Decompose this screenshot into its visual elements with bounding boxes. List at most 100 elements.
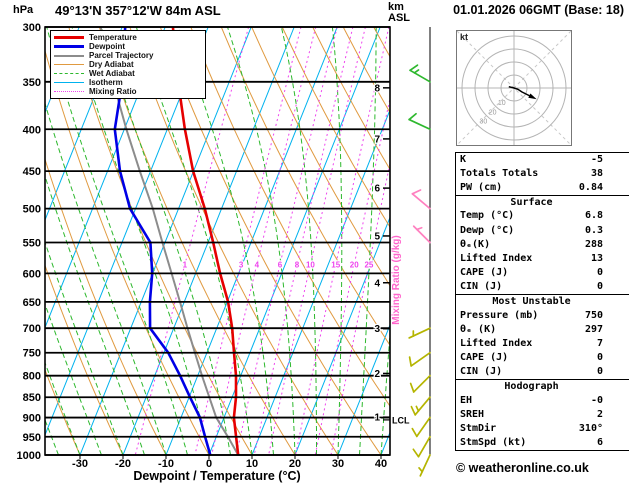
svg-text:8: 8 bbox=[374, 83, 380, 94]
dewpoint-line-swatch bbox=[54, 45, 84, 48]
svg-text:LCL: LCL bbox=[392, 415, 410, 425]
stat-label: θₑ (K) bbox=[460, 323, 497, 335]
stat-label: StmSpd (kt) bbox=[460, 437, 527, 449]
wet-adiabat-line-swatch bbox=[54, 73, 84, 74]
svg-text:30: 30 bbox=[332, 458, 344, 470]
altitude-unit-asl: ASL bbox=[388, 12, 410, 24]
stat-row-surface-cin: CIN (J) 0 bbox=[456, 280, 629, 294]
svg-text:3: 3 bbox=[239, 260, 244, 269]
stat-row-stmdir: StmDir 310° bbox=[456, 422, 629, 436]
stat-label: CIN (J) bbox=[460, 281, 503, 293]
stat-row-surface-dewp: Dewp (°C) 0.3 bbox=[456, 223, 629, 237]
svg-text:800: 800 bbox=[23, 371, 41, 383]
svg-text:10: 10 bbox=[498, 100, 506, 107]
svg-text:20: 20 bbox=[350, 260, 359, 269]
section-header-most-unstable: Most Unstable bbox=[456, 293, 629, 308]
svg-text:30: 30 bbox=[480, 119, 488, 126]
legend-label: Wet Adiabat bbox=[89, 69, 135, 78]
stat-row-surface-cape: CAPE (J) 0 bbox=[456, 266, 629, 280]
legend-item-temperature: Temperature bbox=[54, 33, 202, 42]
stat-row-mu-lifted-index: Lifted Index 7 bbox=[456, 336, 629, 350]
stat-label: EH bbox=[460, 394, 473, 406]
stat-row-k: K -5 bbox=[456, 152, 629, 166]
stat-value: 7 bbox=[596, 338, 603, 350]
section-header-surface: Surface bbox=[456, 194, 629, 209]
stat-row-stmspd: StmSpd (kt) 6 bbox=[456, 436, 629, 450]
svg-text:850: 850 bbox=[23, 392, 41, 404]
stat-value: -5 bbox=[590, 154, 603, 166]
svg-text:450: 450 bbox=[23, 166, 41, 178]
parcel-line-swatch bbox=[54, 54, 84, 57]
section-header-hodograph: Hodograph bbox=[456, 379, 629, 393]
section-title: Most Unstable bbox=[492, 295, 571, 307]
stat-row-mu-pressure: Pressure (mb) 750 bbox=[456, 308, 629, 322]
stat-value: 0 bbox=[596, 267, 603, 279]
stat-row-totals-totals: Totals Totals 38 bbox=[456, 166, 629, 180]
stat-value: 288 bbox=[584, 238, 603, 250]
temperature-line-swatch bbox=[54, 36, 84, 39]
stat-row-mu-thetae: θₑ (K) 297 bbox=[456, 322, 629, 336]
svg-text:2: 2 bbox=[374, 369, 380, 380]
svg-text:1: 1 bbox=[374, 413, 380, 424]
svg-text:500: 500 bbox=[23, 204, 41, 216]
section-title: Surface bbox=[510, 196, 553, 208]
svg-text:6: 6 bbox=[278, 260, 283, 269]
legend-label: Mixing Ratio bbox=[89, 87, 137, 96]
svg-text:-10: -10 bbox=[158, 458, 174, 470]
stat-row-surface-temp: Temp (°C) 6.8 bbox=[456, 209, 629, 223]
stat-label: Dewp (°C) bbox=[460, 224, 515, 236]
stat-label: Pressure (mb) bbox=[460, 309, 539, 321]
legend-label: Parcel Trajectory bbox=[89, 51, 154, 60]
svg-text:700: 700 bbox=[23, 323, 41, 335]
stat-value: 297 bbox=[584, 323, 603, 335]
legend-label: Temperature bbox=[89, 33, 137, 42]
stat-value: 0 bbox=[596, 352, 603, 364]
indices-panel: K -5 Totals Totals 38 PW (cm) 0.84 Surface … bbox=[455, 152, 629, 451]
svg-text:10: 10 bbox=[246, 458, 258, 470]
stat-row-eh: EH -0 bbox=[456, 393, 629, 407]
svg-text:550: 550 bbox=[23, 237, 41, 249]
svg-text:20: 20 bbox=[289, 458, 301, 470]
station-title: 49°13'N 357°12'W 84m ASL bbox=[55, 3, 221, 18]
stat-row-pw: PW (cm) 0.84 bbox=[456, 180, 629, 194]
svg-text:0: 0 bbox=[206, 458, 212, 470]
svg-text:40: 40 bbox=[375, 458, 387, 470]
stat-value: 0.3 bbox=[584, 224, 603, 236]
stat-label: StmDir bbox=[460, 423, 497, 435]
pressure-axis-unit: hPa bbox=[13, 4, 34, 16]
svg-text:-30: -30 bbox=[72, 458, 88, 470]
legend-item-parcel: Parcel Trajectory bbox=[54, 51, 202, 60]
chart-legend: Temperature Dewpoint Parcel Trajectory D… bbox=[50, 30, 206, 99]
svg-text:1: 1 bbox=[183, 260, 188, 269]
svg-text:400: 400 bbox=[23, 124, 41, 136]
svg-text:-20: -20 bbox=[115, 458, 131, 470]
svg-text:6: 6 bbox=[374, 184, 380, 195]
svg-text:650: 650 bbox=[23, 297, 41, 309]
datetime-label: 01.01.2026 06GMT (Base: 18) bbox=[453, 3, 624, 17]
section-title: Hodograph bbox=[504, 381, 559, 393]
mixing-ratio-line-swatch bbox=[54, 91, 84, 92]
stat-value: -0 bbox=[590, 394, 603, 406]
legend-item-isotherm: Isotherm bbox=[54, 78, 202, 87]
stat-value: 0 bbox=[596, 281, 603, 293]
svg-text:4: 4 bbox=[255, 260, 260, 269]
legend-item-dry-adiabat: Dry Adiabat bbox=[54, 60, 202, 69]
altitude-axis-unit: km ASL bbox=[388, 2, 410, 24]
stat-value: 750 bbox=[584, 309, 603, 321]
skewt-chart: 3003504004505005506006507007508008509009… bbox=[17, 22, 431, 483]
hodograph-unit-label: kt bbox=[460, 32, 469, 42]
stat-label: Totals Totals bbox=[460, 167, 539, 179]
stat-value: 0 bbox=[596, 366, 603, 378]
svg-text:20: 20 bbox=[489, 109, 497, 116]
legend-item-dewpoint: Dewpoint bbox=[54, 42, 202, 51]
svg-text:4: 4 bbox=[374, 278, 380, 289]
svg-text:7: 7 bbox=[374, 134, 380, 145]
stat-row-sreh: SREH 2 bbox=[456, 407, 629, 421]
stat-value: 310° bbox=[578, 423, 603, 435]
stat-label: K bbox=[460, 154, 467, 166]
legend-item-wet-adiabat: Wet Adiabat bbox=[54, 69, 202, 78]
stat-label: CAPE (J) bbox=[460, 352, 509, 364]
svg-text:750: 750 bbox=[23, 348, 41, 360]
